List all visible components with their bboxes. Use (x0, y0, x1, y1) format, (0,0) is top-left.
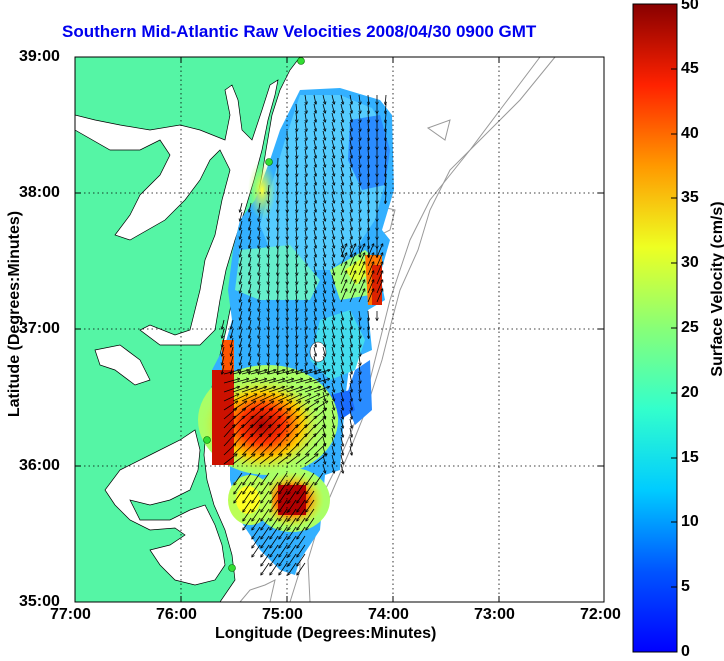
station-marker (266, 159, 273, 166)
colorbar-tick: 45 (681, 60, 699, 78)
colorbar-tick: 40 (681, 125, 699, 143)
y-tick: 39:00 (19, 48, 60, 66)
x-tick: 73:00 (474, 606, 515, 624)
station-marker (204, 437, 211, 444)
colorbar-tick: 50 (681, 0, 699, 14)
x-axis-label: Longitude (Degrees:Minutes) (215, 625, 436, 643)
x-tick: 77:00 (50, 606, 91, 624)
station-marker (229, 565, 236, 572)
colorbar-tick: 10 (681, 513, 699, 531)
x-tick: 74:00 (368, 606, 409, 624)
colorbar-tick: 20 (681, 384, 699, 402)
x-tick: 72:00 (580, 606, 621, 624)
colorbar (633, 4, 677, 652)
colorbar-tick: 5 (681, 578, 690, 596)
colorbar-tick: 30 (681, 254, 699, 272)
x-tick: 76:00 (156, 606, 197, 624)
x-tick: 75:00 (262, 606, 303, 624)
y-tick: 37:00 (19, 320, 60, 338)
colorbar-tick: 15 (681, 449, 699, 467)
colorbar-label: Surface Velocity (cm/s) (709, 189, 724, 389)
y-tick: 38:00 (19, 184, 60, 202)
y-tick: 36:00 (19, 457, 60, 475)
colorbar-tick: 35 (681, 189, 699, 207)
colorbar-tick: 0 (681, 643, 690, 661)
y-axis-label: Latitude (Degrees:Minutes) (6, 209, 24, 419)
station-marker (298, 58, 305, 65)
colorbar-tick: 25 (681, 319, 699, 337)
